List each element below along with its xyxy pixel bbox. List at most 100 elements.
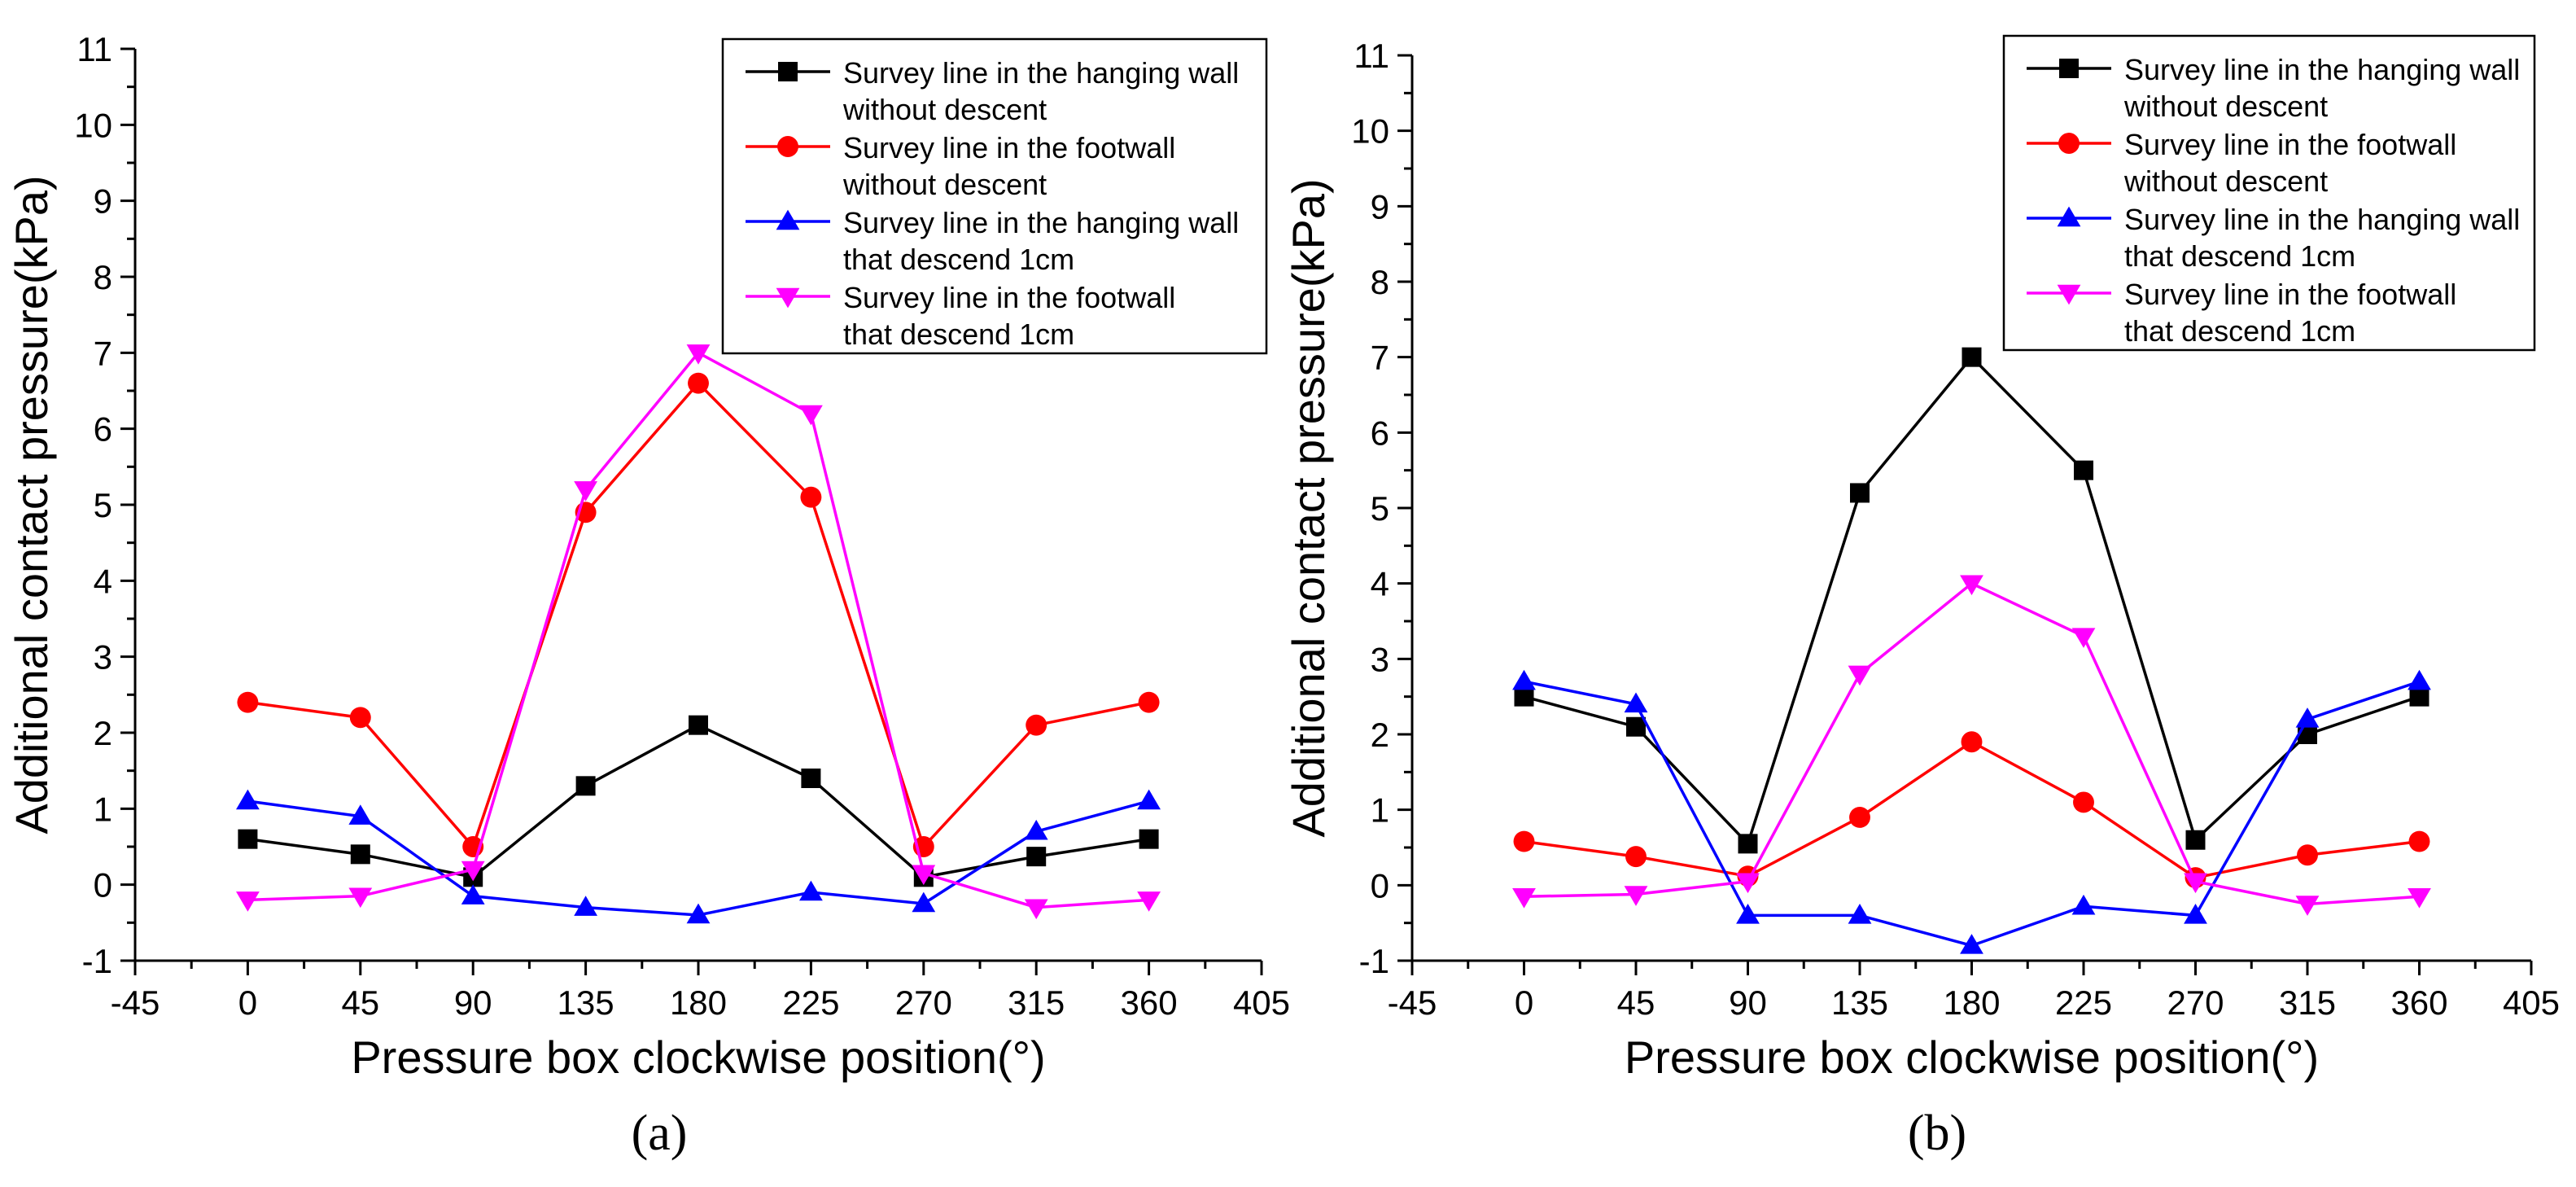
x-tick-label: 360 (2390, 983, 2447, 1022)
y-tick-label: 6 (1371, 414, 1389, 452)
data-point (1024, 819, 1048, 840)
legend-label: without descent (842, 168, 1047, 201)
data-point (2074, 460, 2093, 480)
x-tick-label: 405 (2503, 983, 2560, 1022)
x-tick-label: 45 (1617, 983, 1655, 1022)
x-tick-label: 0 (1515, 983, 1533, 1022)
data-point (1512, 669, 1536, 690)
data-point (1625, 846, 1647, 868)
y-tick-label: 10 (1351, 112, 1389, 151)
legend-label: that descend 1cm (2124, 314, 2355, 348)
data-point (2184, 873, 2207, 894)
data-point (2184, 904, 2207, 924)
data-point (1738, 834, 1758, 854)
data-point (1849, 806, 1870, 828)
series-line-1 (1524, 355, 2421, 847)
data-point (1848, 904, 1872, 924)
data-point (1624, 692, 1648, 713)
x-axis-label: Pressure box clockwise position(°) (351, 1032, 1045, 1083)
legend-label: Survey line in the hanging wall (2124, 203, 2520, 236)
data-point (236, 789, 260, 810)
x-tick-label: 180 (670, 983, 727, 1022)
x-tick-label: 225 (2055, 983, 2112, 1022)
panel-label-b: (b) (1908, 1106, 1966, 1161)
legend-marker (2058, 133, 2080, 154)
data-point (1962, 347, 1982, 367)
data-point (2408, 830, 2430, 852)
y-tick-label: 9 (94, 182, 112, 221)
legend-label: that descend 1cm (843, 318, 1074, 351)
data-point (2297, 844, 2318, 866)
data-point (1960, 934, 1983, 954)
y-tick-label: 2 (1371, 716, 1389, 754)
x-tick-label: 135 (1831, 983, 1888, 1022)
y-tick-label: 11 (1354, 37, 1389, 75)
y-tick-label: -1 (1359, 942, 1389, 980)
x-tick-label: -45 (1388, 983, 1437, 1022)
data-point (799, 880, 823, 901)
series-line-4 (247, 351, 1149, 909)
x-tick-label: 45 (341, 983, 379, 1022)
x-tick-label: 360 (1121, 983, 1178, 1022)
data-point (461, 861, 485, 882)
legend-label: that descend 1cm (843, 243, 1074, 276)
y-tick-label: 8 (1371, 263, 1389, 301)
data-point (1513, 830, 1535, 852)
data-point (574, 481, 597, 502)
legend-marker (777, 136, 798, 157)
data-point (2408, 669, 2431, 690)
panel-label-a: (a) (632, 1106, 688, 1161)
y-tick-label: 1 (94, 790, 112, 828)
data-point (912, 891, 936, 913)
y-tick-label: 0 (94, 866, 112, 904)
data-point (688, 372, 709, 394)
y-tick-label: 8 (94, 258, 112, 296)
y-tick-label: 5 (94, 486, 112, 524)
data-point (1138, 691, 1160, 713)
x-tick-label: 0 (238, 983, 257, 1022)
x-tick-label: -45 (111, 983, 160, 1022)
data-point (461, 884, 485, 904)
x-axis-label: Pressure box clockwise position(°) (1625, 1032, 2319, 1083)
data-point (349, 707, 371, 729)
data-point (1848, 665, 1872, 686)
legend-label: without descent (842, 93, 1047, 126)
data-point (2295, 896, 2320, 916)
legend-marker (778, 62, 798, 81)
data-point (2185, 830, 2206, 850)
legend-label: without descent (2123, 90, 2328, 123)
legend-marker (2057, 284, 2081, 305)
data-point (2071, 628, 2096, 648)
y-tick-label: 10 (74, 106, 112, 144)
data-point (1512, 888, 1536, 909)
legend-label: that descend 1cm (2124, 239, 2355, 273)
data-point (1137, 789, 1161, 810)
data-point (350, 844, 370, 865)
data-point (1026, 847, 1047, 867)
x-tick-label: 180 (1943, 983, 2000, 1022)
y-tick-label: 0 (1371, 866, 1389, 904)
data-point (1626, 716, 1646, 737)
data-point (801, 769, 821, 788)
legend-label: Survey line in the footwall (2124, 278, 2456, 311)
x-tick-label: 315 (1008, 983, 1065, 1022)
legend-label: Survey line in the footwall (843, 131, 1175, 164)
data-point (1139, 829, 1159, 849)
data-point (686, 344, 711, 365)
legend-marker (2059, 59, 2079, 78)
x-tick-label: 315 (2279, 983, 2336, 1022)
data-point (574, 896, 597, 916)
legend-label: Survey line in the hanging wall (2124, 53, 2520, 86)
legend-label: Survey line in the footwall (2124, 128, 2456, 161)
data-point (2073, 791, 2094, 813)
y-tick-label: 7 (94, 334, 112, 372)
data-point (238, 829, 258, 849)
y-tick-label: 2 (94, 714, 112, 752)
legend-label: Survey line in the footwall (843, 281, 1175, 314)
legend-label: Survey line in the hanging wall (843, 206, 1239, 239)
y-tick-label: 6 (94, 410, 112, 449)
data-point (1137, 891, 1161, 912)
y-tick-label: 7 (1371, 339, 1389, 377)
legend-label: Survey line in the hanging wall (843, 56, 1239, 90)
